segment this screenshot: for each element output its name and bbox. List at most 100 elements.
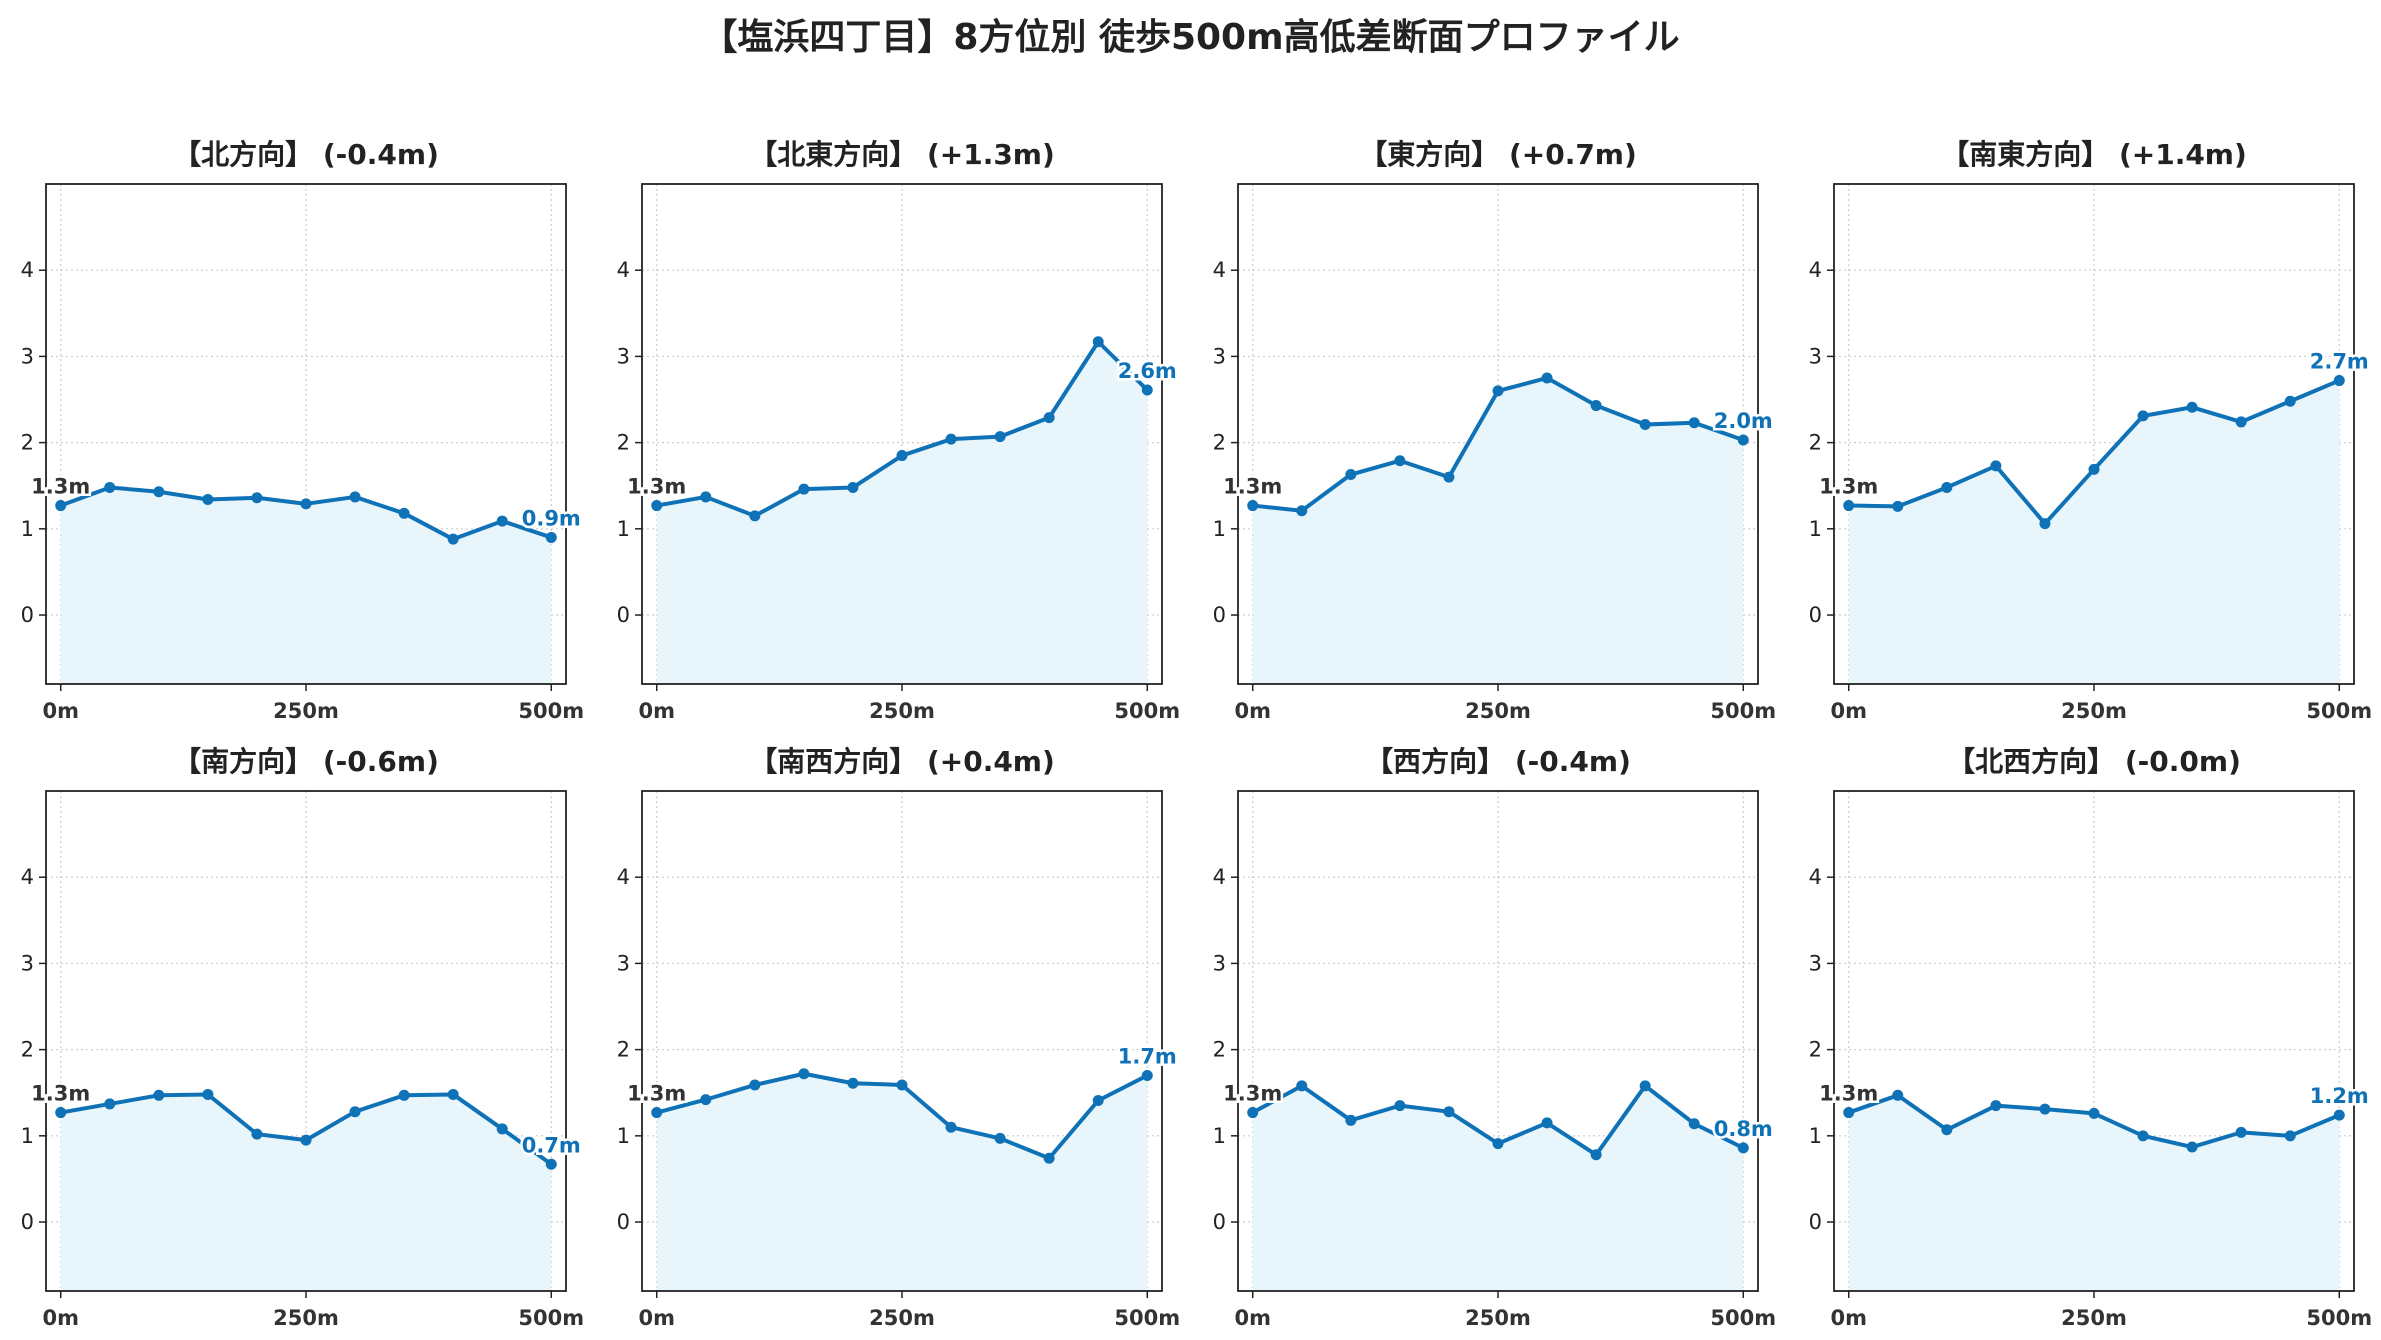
data-point [398,1089,410,1101]
chart-svg: 【南西方向】 (+0.4m) 0 1 2 3 4 0m 250m 500m 1.3m 1.7m [617,745,1181,1330]
data-point [300,498,312,510]
data-point [2333,375,2345,387]
y-tick-label: 4 [1809,258,1822,282]
data-point [1345,469,1357,481]
y-tick-label: 1 [21,1124,34,1148]
x-tick-label: 500m [1114,699,1180,723]
data-point [749,510,761,522]
y-tick-label: 0 [617,1210,630,1234]
data-point [1043,1152,1055,1164]
data-point [251,492,263,504]
x-tick-label: 0m [42,1306,79,1330]
data-point [447,533,459,545]
data-point [300,1134,312,1146]
y-tick-label: 4 [1213,258,1226,282]
area-fill [656,341,1148,684]
y-tick-label: 3 [1809,951,1822,975]
x-tick-label: 250m [869,699,935,723]
area-fill [60,1094,552,1291]
y-tick-label: 3 [617,344,630,368]
data-point [153,486,165,498]
data-point [798,1068,810,1080]
y-tick-label: 4 [21,258,34,282]
y-tick-label: 3 [1213,344,1226,368]
data-point [545,531,557,543]
y-tick-label: 2 [21,431,34,455]
x-tick-label: 250m [273,699,339,723]
data-point [1492,385,1504,397]
y-tick-label: 1 [1213,517,1226,541]
y-tick-label: 2 [1213,1038,1226,1062]
end-value-label: 2.7m [2310,350,2369,374]
y-tick-label: 2 [1213,431,1226,455]
y-tick-label: 1 [617,517,630,541]
y-tick-label: 3 [21,344,34,368]
figure-title: 【塩浜四丁目】8方位別 徒歩500m高低差断面プロファイル [701,17,1680,58]
x-tick-label: 0m [42,699,79,723]
chart-title: 【南西方向】 (+0.4m) [749,745,1055,778]
y-tick-label: 0 [1213,603,1226,627]
x-tick-label: 500m [518,699,584,723]
start-value-label: 1.3m [1819,475,1878,499]
data-point [2137,1130,2149,1142]
x-tick-label: 500m [2306,699,2372,723]
data-point [104,481,116,493]
chart-title: 【東方向】 (+0.7m) [1359,138,1637,171]
data-point [1296,1080,1308,1092]
chart-panel: 【北西方向】 (-0.0m) 0 1 2 3 4 0m 250m 500m 1.3m 1.2m [1788,737,2381,1337]
data-point [496,515,508,527]
chart-panel: 【南方向】 (-0.6m) 0 1 2 3 4 0m 250m 500m 1.3m 0.7m [0,737,596,1337]
data-point [1394,455,1406,467]
data-point [1443,1106,1455,1118]
data-point [1541,372,1553,384]
data-point [2333,1109,2345,1121]
data-point [1639,419,1651,431]
data-point [700,491,712,503]
data-point [1043,412,1055,424]
data-point [2284,1130,2296,1142]
y-tick-label: 1 [1213,1124,1226,1148]
chart-panel: 【西方向】 (-0.4m) 0 1 2 3 4 0m 250m 500m 1.3m 0.8m [1192,737,1788,1337]
data-point [945,1121,957,1133]
end-value-label: 1.2m [2310,1084,2369,1108]
data-point [1492,1138,1504,1150]
data-point [2039,518,2051,530]
chart-title: 【北西方向】 (-0.0m) [1947,745,2241,778]
x-tick-label: 250m [273,1306,339,1330]
data-point [1092,336,1104,348]
y-tick-label: 0 [1809,603,1822,627]
data-point [251,1128,263,1140]
data-point [1941,481,1953,493]
data-point [847,481,859,493]
data-point [700,1094,712,1106]
chart-title: 【西方向】 (-0.4m) [1365,745,1631,778]
x-tick-label: 250m [1465,699,1531,723]
x-tick-label: 500m [1710,699,1776,723]
data-point [1843,1107,1855,1119]
data-point [1247,500,1259,512]
data-point [1247,1107,1259,1119]
y-tick-label: 4 [21,865,34,889]
area-fill [1848,380,2340,684]
data-point [1590,400,1602,412]
y-tick-label: 0 [21,603,34,627]
end-value-label: 0.9m [522,506,581,530]
start-value-label: 1.3m [1223,475,1282,499]
start-value-label: 1.3m [1223,1082,1282,1106]
end-value-label: 1.7m [1118,1044,1177,1068]
data-point [1892,500,1904,512]
chart-svg: 【北方向】 (-0.4m) 0 1 2 3 4 0m 250m 500m 1.3m 0.9m [21,138,585,723]
data-point [1843,500,1855,512]
y-tick-label: 2 [1809,431,1822,455]
data-point [1941,1124,1953,1136]
start-value-label: 1.3m [31,475,90,499]
data-point [1590,1149,1602,1161]
y-tick-label: 1 [1809,517,1822,541]
y-tick-label: 3 [617,951,630,975]
data-point [2186,1141,2198,1153]
data-point [1737,1142,1749,1154]
chart-title: 【北方向】 (-0.4m) [173,138,439,171]
data-point [2137,410,2149,422]
data-point [55,1107,67,1119]
x-tick-label: 250m [2061,699,2127,723]
